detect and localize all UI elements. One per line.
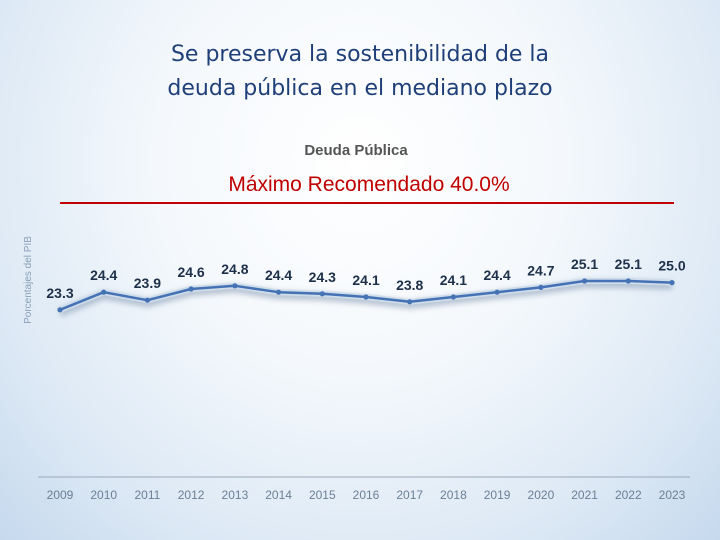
reference-line-label: Máximo Recomendado 40.0% [228, 173, 509, 196]
data-label-2020: 24.7 [527, 262, 554, 278]
data-label-2009: 23.3 [46, 285, 73, 301]
x-tick-2021: 2021 [571, 488, 598, 502]
x-tick-2017: 2017 [396, 488, 423, 502]
data-label-2022: 25.1 [615, 256, 642, 272]
data-point-2015 [319, 291, 325, 297]
data-label-2023: 25.0 [658, 258, 685, 274]
slide-title-line-2: deuda pública en el mediano plazo [167, 76, 553, 101]
data-label-2017: 23.8 [396, 277, 423, 293]
data-point-2011 [144, 297, 150, 303]
x-tick-2012: 2012 [178, 488, 205, 502]
x-tick-2013: 2013 [222, 488, 249, 502]
data-label-2010: 24.4 [90, 267, 117, 283]
x-tick-2009: 2009 [47, 488, 74, 502]
data-label-2016: 24.1 [352, 272, 379, 288]
data-label-2019: 24.4 [483, 267, 510, 283]
data-point-2010 [101, 289, 107, 295]
x-tick-2016: 2016 [353, 488, 380, 502]
data-labels: 23.3 24.4 23.9 24.6 24.8 24.4 24.3 24.1 23.8 24.1… [46, 256, 685, 301]
data-label-2012: 24.6 [177, 264, 204, 280]
data-point-2022 [625, 278, 631, 284]
data-point-2016 [363, 294, 369, 300]
data-label-2021: 25.1 [571, 256, 598, 272]
y-axis-label: Porcentajes del PIB [23, 236, 34, 324]
series-layer [57, 278, 675, 317]
data-point-2018 [450, 294, 456, 300]
data-point-2020 [538, 284, 544, 290]
data-label-2013: 24.8 [221, 261, 248, 277]
x-tick-2019: 2019 [484, 488, 511, 502]
chart-title: Deuda Pública [304, 142, 408, 159]
x-tick-2014: 2014 [265, 488, 292, 502]
data-label-2011: 23.9 [134, 275, 161, 291]
slide-title-line-1: Se preserva la sostenibilidad de la [170, 42, 550, 67]
x-tick-2023: 2023 [659, 488, 686, 502]
x-tick-2015: 2015 [309, 488, 336, 502]
data-point-2021 [582, 278, 588, 284]
x-tick-2022: 2022 [615, 488, 642, 502]
data-point-2012 [188, 286, 194, 292]
data-label-2018: 24.1 [440, 272, 467, 288]
x-axis-ticks: 2009 2010 2011 2012 2013 2014 2015 2016 2017 2018… [47, 488, 686, 502]
data-label-2015: 24.3 [309, 269, 336, 285]
x-tick-2018: 2018 [440, 488, 467, 502]
data-point-2019 [494, 289, 500, 295]
x-tick-2020: 2020 [528, 488, 555, 502]
data-point-2013 [232, 283, 238, 289]
slide-title: Se preserva la sostenibilidad de la deud… [0, 38, 720, 106]
data-label-2014: 24.4 [265, 267, 292, 283]
data-point-2017 [407, 299, 413, 305]
data-point-2014 [276, 289, 282, 295]
x-tick-2011: 2011 [134, 488, 160, 502]
x-tick-2010: 2010 [90, 488, 117, 502]
data-point-2009 [57, 307, 63, 313]
data-point-2023 [669, 280, 675, 286]
